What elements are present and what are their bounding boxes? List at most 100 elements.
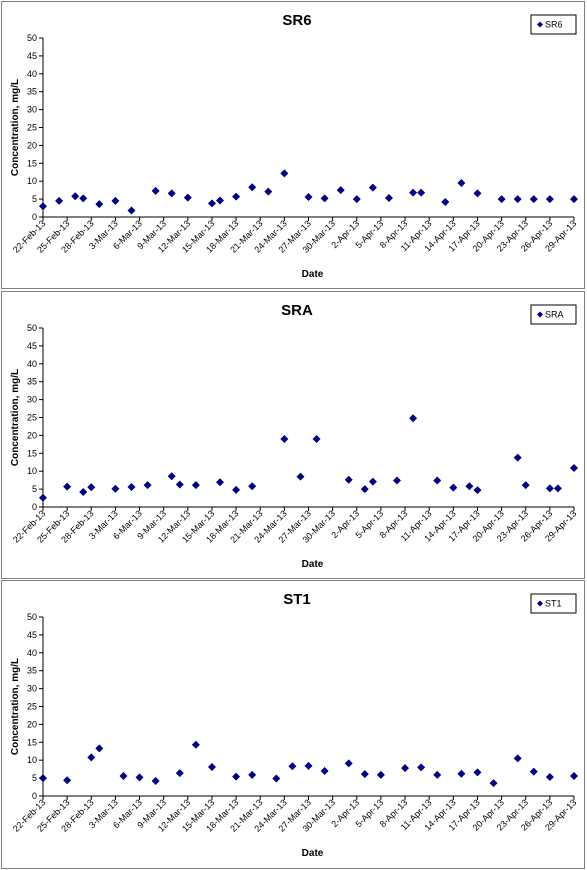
y-tick-label: 25: [27, 123, 37, 133]
data-point: [175, 480, 184, 489]
data-point: [207, 763, 216, 772]
data-point: [465, 482, 474, 491]
data-point: [55, 196, 64, 205]
data-point: [529, 195, 538, 204]
data-point: [183, 193, 192, 202]
y-tick-label: 0: [32, 791, 37, 801]
data-point: [513, 453, 522, 462]
data-point: [417, 763, 426, 772]
legend-box: [530, 14, 577, 35]
legend-box: [530, 304, 577, 325]
data-point: [207, 199, 216, 208]
data-point: [39, 774, 47, 783]
data-point: [417, 188, 426, 197]
chart-svg: ST10510152025303540455022-Feb-1325-Feb-1…: [10, 591, 578, 859]
data-point: [119, 771, 128, 780]
data-point: [368, 183, 377, 192]
data-point: [143, 481, 152, 490]
y-tick-label: 5: [32, 484, 37, 494]
x-axis-label: Date: [302, 848, 324, 859]
y-tick-label: 45: [27, 341, 37, 351]
data-point: [87, 483, 96, 492]
y-tick-label: 30: [27, 684, 37, 694]
data-point: [352, 195, 361, 204]
x-axis-label: Date: [302, 269, 324, 280]
data-point: [344, 759, 353, 768]
data-point: [288, 762, 297, 771]
y-tick-label: 30: [27, 395, 37, 405]
data-point: [304, 192, 313, 201]
y-axis-label: Concentration, mg/L: [10, 658, 21, 755]
data-point: [111, 196, 120, 205]
y-tick-label: 15: [27, 737, 37, 747]
y-axis-label: Concentration, mg/L: [10, 369, 21, 466]
y-tick-label: 15: [27, 448, 37, 458]
y-tick-label: 35: [27, 666, 37, 676]
data-point: [497, 195, 506, 204]
y-tick-label: 40: [27, 69, 37, 79]
data-point: [473, 768, 482, 777]
data-point: [87, 753, 96, 762]
chart-panel-st1: ST1 0 5 10 15 20 25 30 35 40 45 50 22-Feb-13 25-Feb-1…: [1, 580, 585, 869]
data-point: [216, 478, 224, 487]
data-point: [513, 754, 522, 763]
legend-label: SRA: [545, 310, 564, 320]
data-point: [232, 485, 241, 494]
chart-svg: SRA0510152025303540455022-Feb-1325-Feb-1…: [10, 302, 578, 570]
y-tick-label: 20: [27, 430, 37, 440]
data-point: [360, 485, 369, 494]
chart-panel-sra: SRA 0 5 10 15 20 25 30 35 40 45 50 22-Feb-13 25-Feb-1…: [1, 291, 585, 579]
y-tick-label: 40: [27, 648, 37, 658]
data-point: [521, 481, 530, 490]
y-tick-label: 10: [27, 176, 37, 186]
data-point: [409, 414, 418, 423]
data-point: [127, 206, 136, 215]
data-point: [151, 186, 160, 195]
chart-panel-sr6: SR6 0 5 10 15 20 25 30 35 40 45 50 22-Feb-13 25-Feb-1…: [1, 1, 585, 289]
legend-label: ST1: [545, 599, 562, 609]
data-point: [433, 770, 442, 779]
y-tick-label: 45: [27, 51, 37, 61]
data-point: [248, 770, 257, 779]
data-point: [63, 482, 72, 491]
y-tick-label: 50: [27, 33, 37, 43]
data-point: [151, 776, 160, 785]
data-point: [191, 481, 200, 490]
legend-label: SR6: [545, 20, 563, 30]
data-point: [232, 772, 241, 781]
legend-marker: [537, 311, 543, 318]
y-tick-label: 20: [27, 719, 37, 729]
data-point: [489, 779, 498, 788]
data-point: [360, 770, 369, 779]
data-point: [280, 169, 289, 178]
data-point: [312, 434, 321, 443]
data-point: [71, 192, 80, 201]
data-point: [336, 186, 345, 195]
data-point: [167, 472, 176, 481]
data-point: [473, 189, 482, 198]
data-point: [79, 194, 88, 203]
y-tick-label: 0: [32, 502, 37, 512]
y-tick-label: 40: [27, 359, 37, 369]
data-point: [296, 472, 305, 481]
data-point: [320, 766, 329, 775]
y-tick-label: 45: [27, 630, 37, 640]
y-tick-label: 5: [32, 194, 37, 204]
data-point: [248, 183, 257, 192]
y-tick-label: 25: [27, 413, 37, 423]
y-tick-label: 5: [32, 773, 37, 783]
y-axis-label: Concentration, mg/L: [10, 79, 21, 176]
data-point: [264, 187, 273, 196]
data-point: [191, 740, 200, 749]
data-point: [280, 434, 289, 443]
data-point: [95, 200, 104, 209]
data-point: [570, 771, 578, 780]
x-axis-label: Date: [302, 559, 324, 570]
data-point: [570, 463, 578, 472]
legend-marker: [537, 21, 543, 28]
y-tick-label: 15: [27, 158, 37, 168]
data-point: [393, 476, 401, 485]
data-point: [409, 188, 418, 197]
y-tick-label: 25: [27, 702, 37, 712]
data-point: [368, 477, 377, 486]
